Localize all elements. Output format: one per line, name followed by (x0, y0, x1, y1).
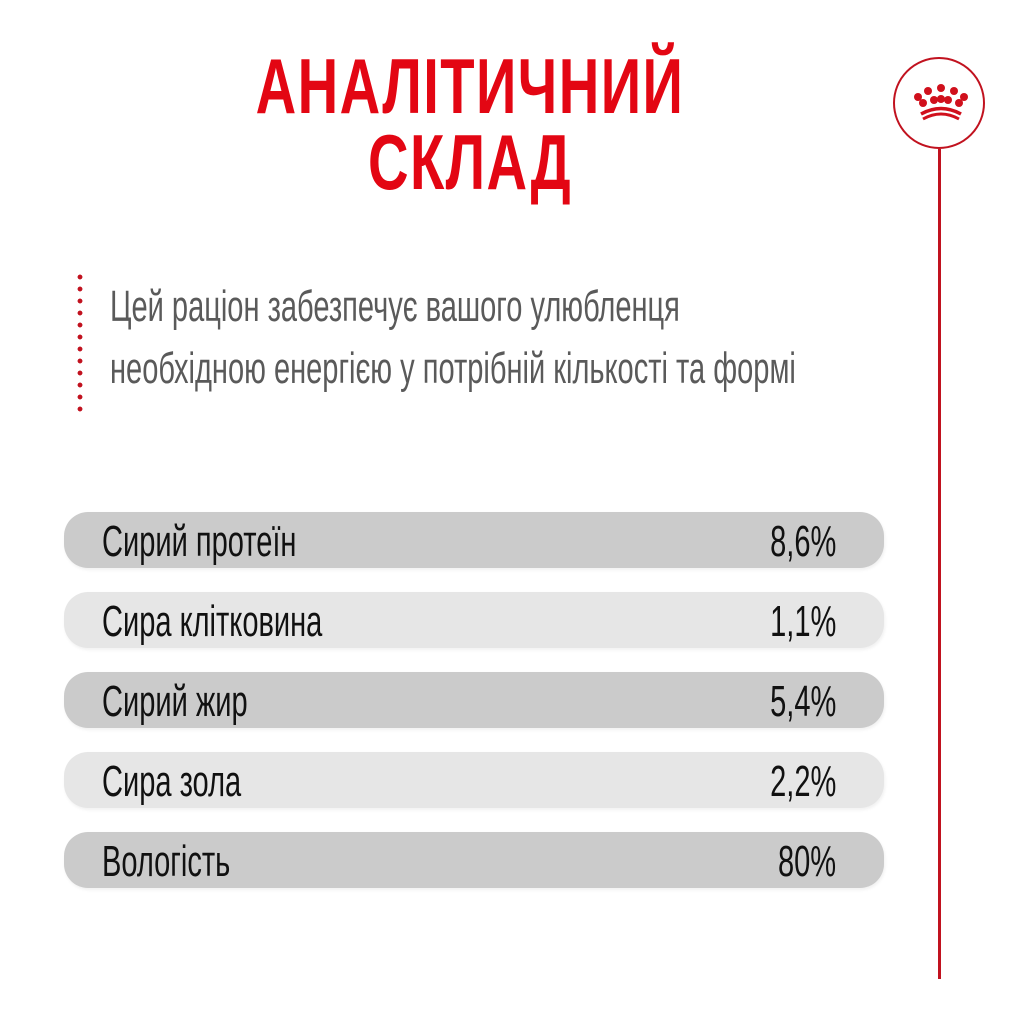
composition-row-fiber: Сира клітковина 1,1% (64, 592, 884, 648)
crown-icon (914, 84, 968, 121)
row-value: 8,6% (769, 517, 836, 566)
row-label: Сира клітковина (102, 597, 323, 646)
title-line-1: АНАЛІТИЧНИЙ (255, 42, 685, 130)
composition-table: Сирий протеїн 8,6% Сира клітковина 1,1% … (64, 512, 884, 912)
intro-line-2: необхідною енергією у потрібній кількост… (110, 344, 796, 393)
row-value: 80% (777, 837, 836, 886)
decorative-vertical-line (938, 149, 941, 979)
row-value: 2,2% (769, 757, 836, 806)
row-value: 1,1% (769, 597, 836, 646)
row-value: 5,4% (769, 677, 836, 726)
page-title: АНАЛІТИЧНИЙ СКЛАД (132, 42, 809, 206)
intro-line-1: Цей раціон забезпечує вашого улюбленця (110, 282, 680, 331)
composition-row-ash: Сира зола 2,2% (64, 752, 884, 808)
brand-logo (893, 57, 985, 149)
composition-row-protein: Сирий протеїн 8,6% (64, 512, 884, 568)
intro-text: Цей раціон забезпечує вашого улюбленця н… (110, 276, 796, 400)
composition-row-fat: Сирий жир 5,4% (64, 672, 884, 728)
row-label: Сира зола (102, 757, 242, 806)
composition-row-moisture: Вологість 80% (64, 832, 884, 888)
row-label: Сирий протеїн (102, 517, 297, 566)
row-label: Вологість (102, 837, 231, 886)
title-line-2: СКЛАД (367, 118, 573, 206)
row-label: Сирий жир (102, 677, 248, 726)
dotted-divider (77, 271, 83, 416)
